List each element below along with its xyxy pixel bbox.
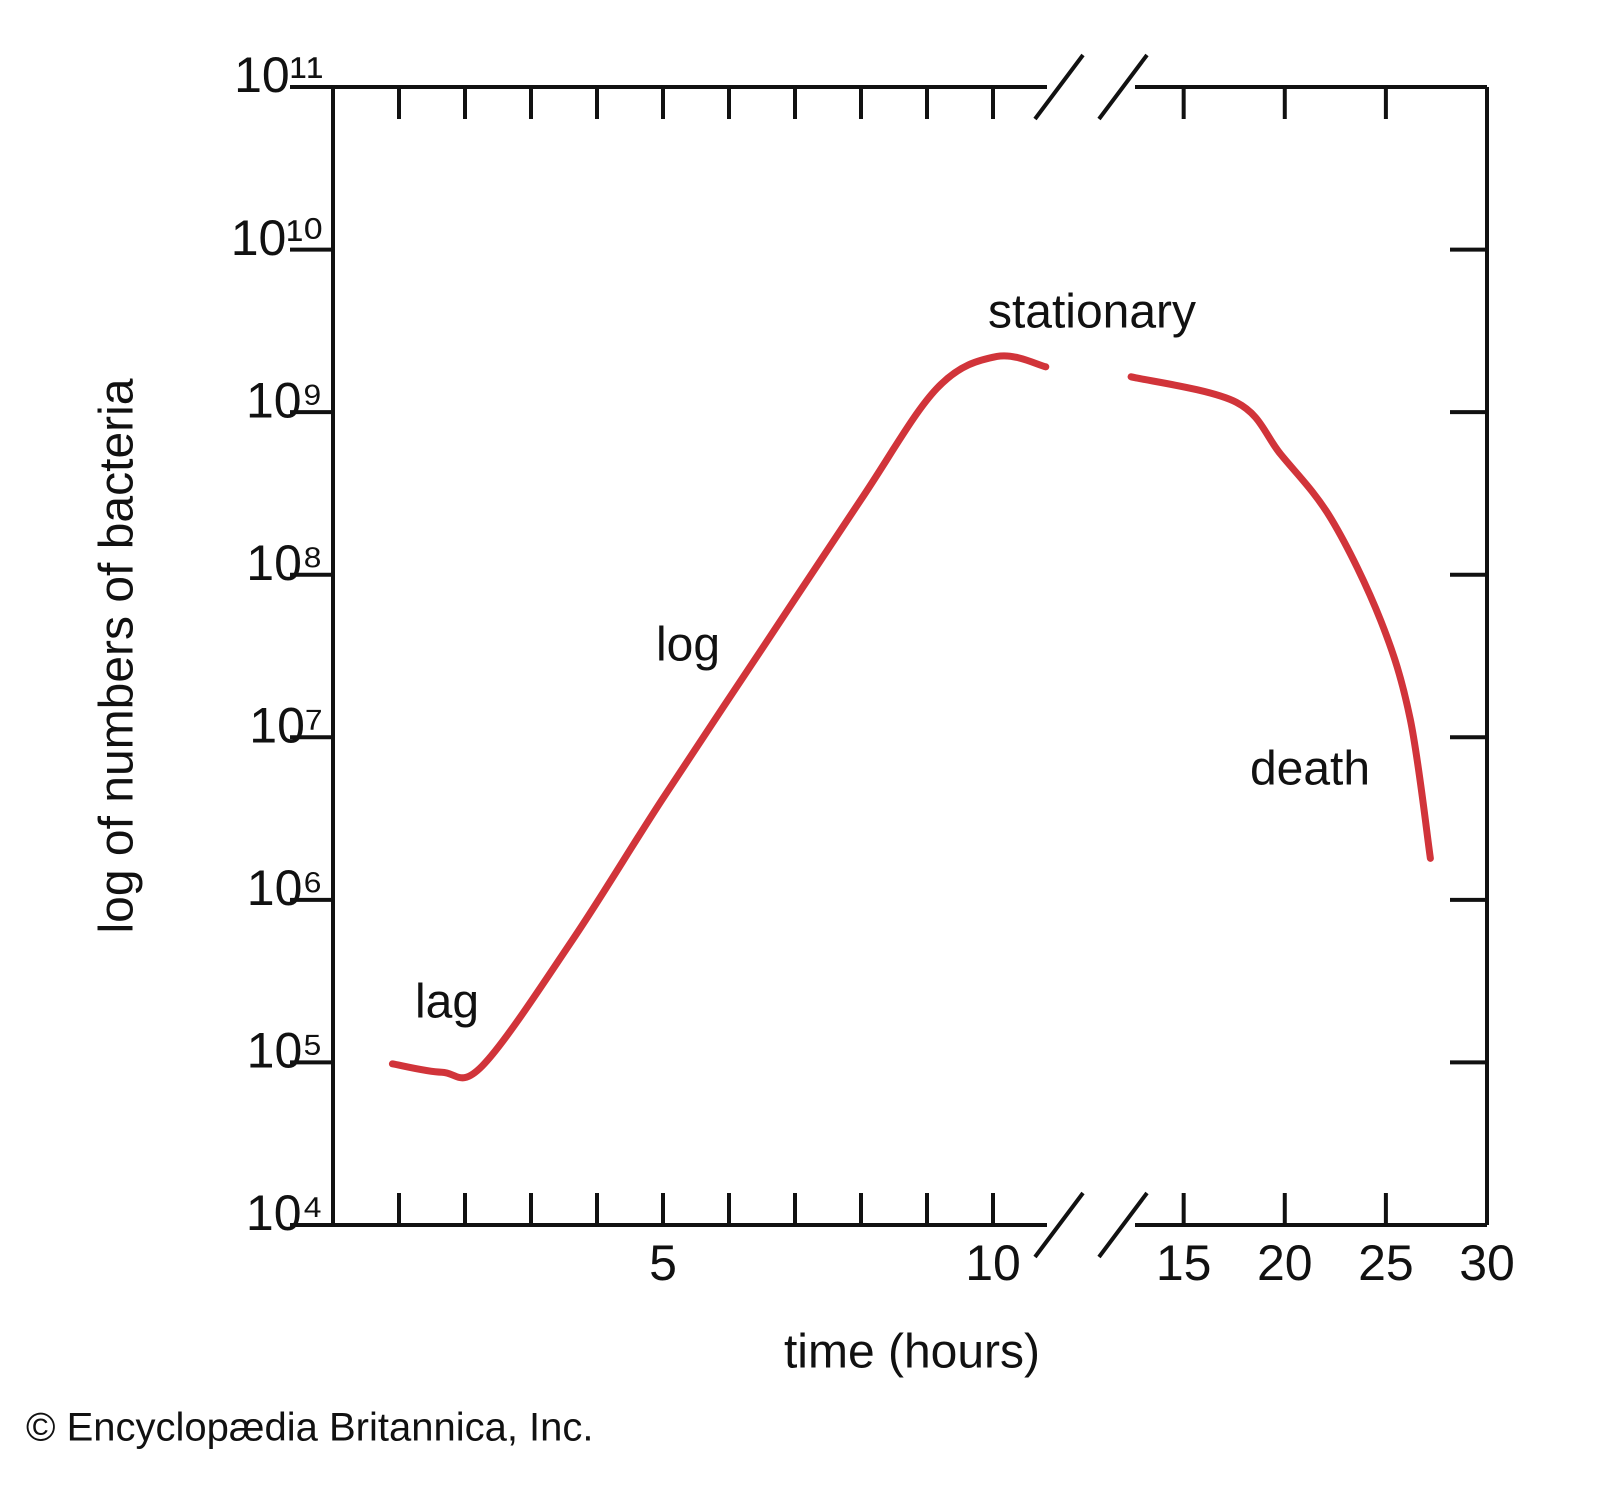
x-tick-label: 15	[1156, 1235, 1212, 1291]
y-tick-label: 10¹⁰	[231, 210, 323, 266]
phase-label: stationary	[988, 286, 1196, 339]
y-tick-label: 10⁴	[246, 1185, 323, 1241]
x-tick-label: 30	[1459, 1235, 1515, 1291]
axis-break	[1033, 1191, 1085, 1259]
growth-curve	[1127, 373, 1434, 862]
x-tick-label: 5	[649, 1235, 677, 1291]
phase-label: lag	[415, 976, 479, 1029]
phase-label: log	[656, 619, 720, 672]
x-tick-label: 25	[1358, 1235, 1414, 1291]
x-tick-label: 10	[965, 1235, 1021, 1291]
axis-break	[1033, 53, 1085, 121]
y-tick-label: 10¹¹	[234, 47, 323, 103]
x-axis-label: time (hours)	[784, 1326, 1040, 1379]
axis-break	[1097, 1191, 1149, 1259]
credit: © Encyclopædia Britannica, Inc.	[26, 1406, 594, 1450]
axis-break	[1097, 53, 1149, 121]
y-tick-label: 10⁸	[246, 535, 323, 591]
y-tick-label: 10⁷	[249, 697, 323, 753]
y-tick-label: 10⁶	[247, 860, 323, 916]
y-tick-label: 10⁹	[246, 372, 323, 428]
x-tick-label: 20	[1257, 1235, 1313, 1291]
y-axis-label: log of numbers of bacteria	[91, 378, 144, 933]
phase-label: death	[1250, 743, 1370, 796]
growth-curve	[388, 352, 1050, 1082]
y-tick-label: 10⁵	[247, 1023, 323, 1079]
